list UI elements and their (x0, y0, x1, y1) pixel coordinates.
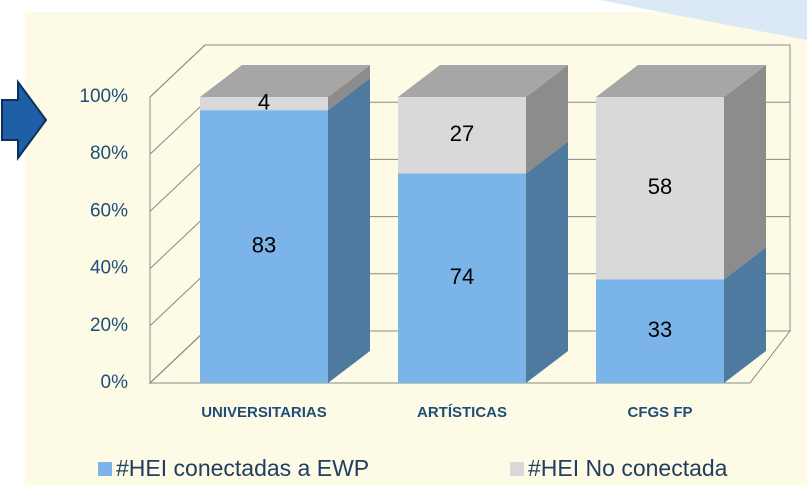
data-label: 4 (258, 89, 270, 114)
data-label: 27 (450, 121, 474, 146)
data-label: 58 (648, 174, 672, 199)
data-label: 83 (252, 232, 276, 257)
y-tick-label: 20% (90, 315, 128, 336)
bar-side (724, 65, 766, 280)
data-label: 74 (450, 264, 474, 289)
bar-side (526, 65, 568, 174)
x-tick-label: CFGS FP (627, 404, 692, 421)
x-tick-label: UNIVERSITARIAS (201, 404, 327, 421)
bar (596, 97, 724, 280)
x-tick-label: ARTÍSTICAS (417, 404, 507, 421)
bar-side (724, 247, 766, 383)
bar-top (596, 65, 766, 97)
legend-label: #HEI conectadas a EWP (116, 455, 369, 481)
y-tick-label: 60% (90, 200, 128, 221)
bar (398, 173, 526, 383)
bar-side (526, 141, 568, 383)
legend-swatch (98, 462, 112, 476)
bar-top (200, 65, 370, 97)
y-tick-label: 80% (90, 143, 128, 164)
y-tick-label: 40% (90, 258, 128, 279)
bar-top (398, 65, 568, 97)
y-tick-label: 0% (101, 372, 129, 393)
arrow-icon (1, 78, 48, 162)
bar (596, 279, 724, 383)
bar (200, 110, 328, 384)
bar-side (328, 78, 370, 384)
bar (200, 97, 328, 111)
legend-label: #HEI No conectada (528, 455, 728, 481)
bar (398, 97, 526, 174)
bar-side (328, 65, 370, 111)
y-tick-label: 100% (79, 86, 128, 107)
grid-line (149, 44, 790, 98)
data-label: 33 (648, 317, 672, 342)
decor (600, 0, 807, 40)
legend-swatch (510, 462, 524, 476)
